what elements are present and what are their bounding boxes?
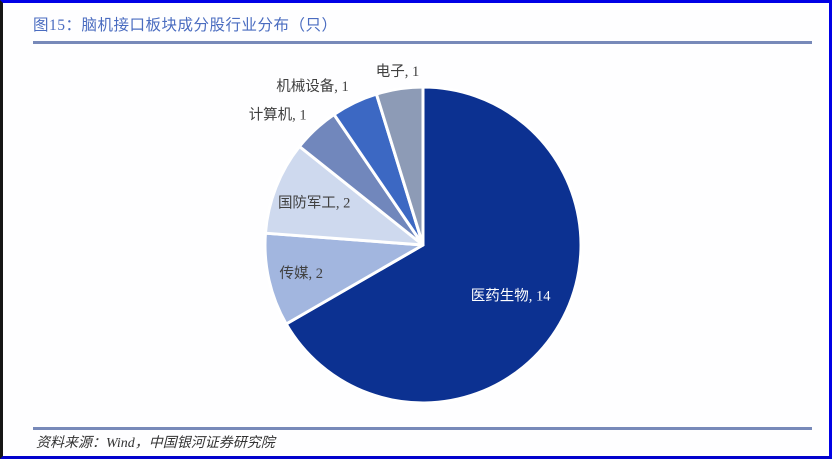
pie-slice-label-1: 传媒, 2 <box>280 265 324 282</box>
pie-slice-0 <box>284 85 583 405</box>
footer-rule <box>33 427 812 430</box>
pie-slice-1 <box>263 231 425 326</box>
pie-slice-label-5: 电子, 1 <box>376 63 420 80</box>
pie-slice-5 <box>374 85 425 247</box>
title-underline <box>33 41 812 44</box>
pie-slices-group <box>263 85 583 405</box>
pie-labels-group: 医药生物, 14 传媒, 2 国防军工, 2 计算机, 1 机械设备, 1 电子, 1 <box>249 63 552 305</box>
pie-slice-label-0: 医药生物, 14 <box>471 288 551 305</box>
figure-title: 图15：脑机接口板块成分股行业分布（只） <box>33 17 338 34</box>
source-note: 资料来源：Wind，中国银河证券研究院 <box>36 436 275 451</box>
pie-slice-label-2: 国防军工, 2 <box>278 194 351 211</box>
pie-slice-2 <box>263 144 425 247</box>
pie-slice-label-3: 计算机, 1 <box>249 107 307 124</box>
pie-slice-label-4: 机械设备, 1 <box>276 78 349 95</box>
pie-chart: 医药生物, 14 传媒, 2 国防军工, 2 计算机, 1 机械设备, 1 电子, 1 <box>249 63 583 405</box>
